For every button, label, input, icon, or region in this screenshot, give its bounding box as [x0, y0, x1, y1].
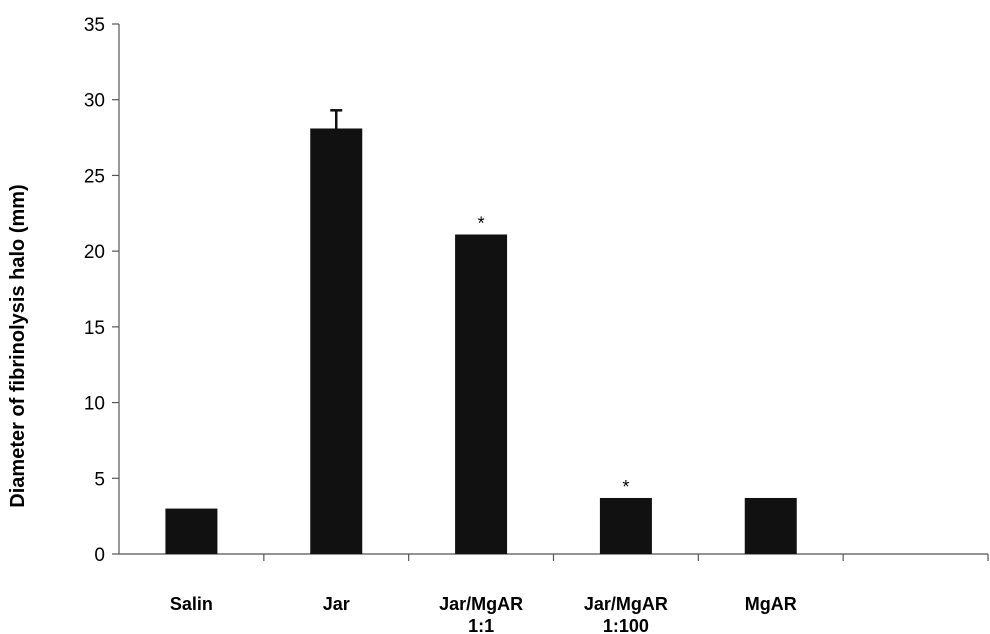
significance-marker: *	[622, 477, 629, 497]
bar	[165, 508, 218, 554]
bar	[744, 497, 797, 554]
significance-marker: *	[478, 213, 485, 233]
bar	[310, 128, 363, 554]
y-tick-label: 0	[94, 545, 105, 566]
bars: **	[165, 109, 797, 554]
category-label: Salin	[170, 594, 213, 614]
y-axis-label: Diameter of fibrinolysis halo (mm)	[7, 184, 29, 507]
x-axis	[119, 553, 989, 561]
bar	[455, 234, 508, 554]
category-label: 1:1	[468, 616, 494, 634]
category-labels: Salin Jar Jar/MgAR 1:1 Jar/MgAR 1:100 MgAR	[170, 594, 797, 634]
y-tick-label: 5	[94, 469, 105, 490]
y-tick-label: 35	[84, 15, 105, 36]
y-tick-label: 30	[84, 91, 105, 112]
y-tick-label: 10	[84, 394, 105, 415]
y-axis: 0 5 10 15 20 25 30 35	[84, 15, 120, 566]
category-label: Jar/MgAR	[439, 594, 523, 614]
category-label: Jar/MgAR	[584, 594, 668, 614]
category-label: MgAR	[745, 594, 797, 614]
y-tick-label: 15	[84, 318, 105, 339]
category-label: Jar	[323, 594, 350, 614]
category-label: 1:100	[603, 616, 649, 634]
y-tick-label: 20	[84, 242, 105, 263]
y-tick-label: 25	[84, 166, 105, 187]
bar	[599, 497, 652, 554]
